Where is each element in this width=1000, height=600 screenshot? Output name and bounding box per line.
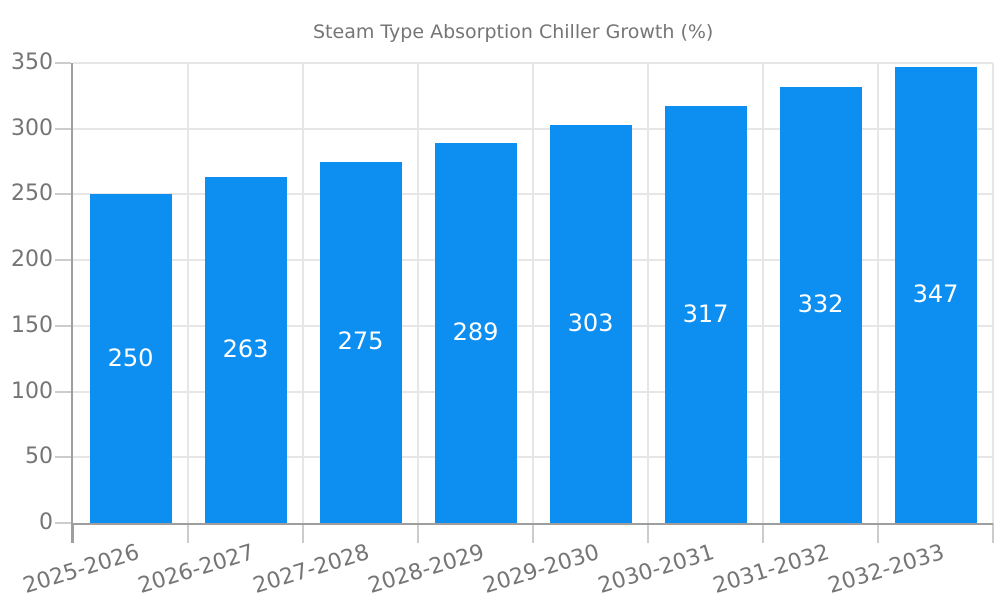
y-axis-line: [71, 63, 73, 543]
y-axis-tick: [55, 390, 71, 393]
x-axis-tick: [647, 523, 649, 543]
x-axis-tick: [992, 523, 994, 543]
x-gridline: [877, 63, 879, 523]
x-axis-tick: [72, 523, 74, 543]
y-axis-label: 100: [11, 378, 53, 404]
x-axis-tick: [877, 523, 879, 543]
x-axis-tick: [532, 523, 534, 543]
x-axis-tick: [417, 523, 419, 543]
bar[interactable]: 347: [894, 66, 977, 523]
x-gridline: [992, 63, 994, 523]
x-gridline: [417, 63, 419, 523]
y-axis-label: 350: [11, 50, 53, 75]
y-axis-tick: [55, 324, 71, 327]
y-axis-label: 150: [11, 312, 53, 338]
x-gridline: [302, 63, 304, 523]
bar[interactable]: 303: [549, 124, 632, 523]
bar-value-label: 263: [222, 335, 269, 364]
y-axis-tick: [55, 259, 71, 262]
bar[interactable]: 289: [434, 143, 517, 523]
bar[interactable]: 263: [204, 177, 287, 523]
y-axis-tick: [55, 62, 71, 64]
x-axis-line: [73, 523, 993, 525]
y-axis-label: 250: [11, 181, 53, 207]
bar-value-label: 289: [452, 318, 499, 347]
bar-value-label: 332: [797, 289, 844, 318]
x-axis-tick: [762, 523, 764, 543]
bar[interactable]: 317: [664, 106, 747, 523]
y-axis-label: 300: [11, 115, 53, 141]
bar[interactable]: 332: [779, 86, 862, 523]
y-axis-label: 200: [11, 247, 53, 273]
y-axis-tick: [55, 193, 71, 196]
chart-legend[interactable]: Steam Type Absorption Chiller Growth (%): [225, 21, 713, 43]
y-axis-tick: [55, 456, 71, 459]
legend-label: Steam Type Absorption Chiller Growth (%): [313, 21, 714, 43]
bar-value-label: 317: [682, 299, 729, 328]
bar-value-label: 275: [337, 327, 384, 356]
y-axis-tick: [55, 522, 71, 524]
bar[interactable]: 250: [89, 194, 172, 523]
x-axis-tick: [302, 523, 304, 543]
legend-swatch: [225, 22, 300, 42]
y-axis-label: 0: [39, 510, 53, 535]
x-gridline: [647, 63, 649, 523]
x-gridline: [762, 63, 764, 523]
bar-value-label: 347: [912, 279, 959, 308]
x-gridline: [532, 63, 534, 523]
x-axis-tick: [187, 523, 189, 543]
x-gridline: [187, 63, 189, 523]
y-axis-tick: [55, 127, 71, 130]
bar-value-label: 303: [567, 308, 614, 337]
chart-plot-area: 0 50 100 150 200 250 300 350 250 2025-2026 263 2026…: [11, 50, 994, 599]
bar-value-label: 250: [107, 343, 154, 372]
bar[interactable]: 275: [319, 161, 402, 523]
y-axis-label: 50: [25, 444, 53, 470]
